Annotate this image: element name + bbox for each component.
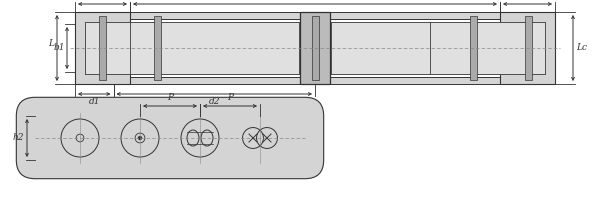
Bar [98,16,106,80]
Bar [430,22,545,74]
Bar [75,77,555,84]
Bar [85,24,545,31]
Text: b1: b1 [53,44,65,52]
Text: P: P [227,93,233,102]
Bar [85,22,299,74]
Bar [500,12,555,84]
Bar [75,12,130,84]
Text: T: T [78,0,84,1]
Bar [524,16,532,80]
Text: Lc: Lc [576,44,587,52]
Bar [311,16,319,80]
Bar [85,65,545,72]
Bar [130,22,299,74]
Bar [331,22,430,74]
Text: d2: d2 [209,97,220,106]
Bar [75,12,555,19]
Text: d1: d1 [89,97,100,106]
Text: L: L [48,38,54,47]
Text: Lc: Lc [310,0,320,1]
Text: h2: h2 [13,134,24,142]
Circle shape [139,136,142,140]
Bar [470,16,476,80]
FancyBboxPatch shape [16,97,324,179]
Text: P: P [167,93,173,102]
Bar [154,16,161,80]
Text: T: T [546,0,552,1]
Bar [85,22,130,74]
Bar [300,12,330,84]
Bar [331,22,545,74]
